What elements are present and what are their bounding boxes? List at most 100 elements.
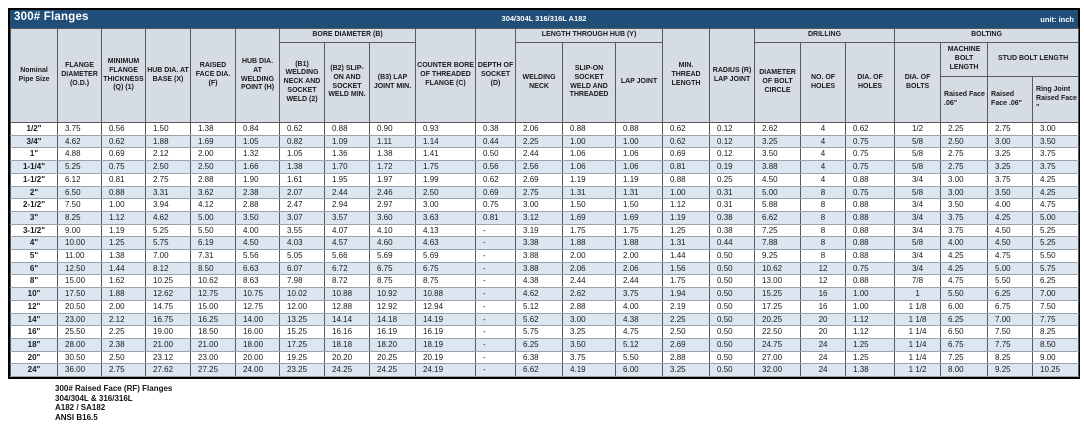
value-cell: 5/8: [894, 160, 942, 174]
value-cell: 1.95: [324, 172, 370, 187]
col-header-b3-lap-joint: (B3) LAP JOINT MIN.: [368, 42, 417, 123]
value-cell: 3.75: [1032, 147, 1080, 162]
table-row: 3-1/2" 9.00 1.19 5.25 5.50 4.00 3.55 4.07 4.10 4.…: [10, 223, 1080, 238]
value-cell: 10.00: [57, 236, 102, 251]
value-cell: 5.25: [1032, 236, 1080, 251]
value-cell: 0.31: [709, 185, 756, 200]
value-cell: 1.41: [415, 147, 477, 162]
value-cell: 1.19: [662, 210, 711, 225]
value-cell: 4.62: [145, 210, 191, 225]
value-cell: 0.56: [101, 122, 146, 136]
value-cell: 17.25: [279, 337, 325, 352]
value-cell: 2.50: [145, 160, 191, 174]
value-cell: 2.88: [562, 299, 617, 314]
value-cell: 27.25: [190, 363, 236, 378]
value-cell: 1 1/8: [894, 299, 942, 314]
value-cell: 6.12: [57, 172, 102, 187]
value-cell: 19.25: [279, 350, 325, 365]
value-cell: 1: [894, 287, 942, 301]
value-cell: 1.56: [662, 261, 711, 276]
value-cell: 9.25: [987, 363, 1034, 378]
value-cell: 6.50: [57, 185, 102, 200]
value-cell: 1.38: [101, 249, 146, 263]
value-cell: 1.94: [662, 287, 711, 301]
value-cell: 24.25: [368, 363, 417, 378]
value-cell: 0.88: [662, 172, 711, 187]
value-cell: 1.09: [324, 134, 370, 149]
table-row: 12" 20.50 2.00 14.75 15.00 12.75 12.00 12.88 12.…: [10, 299, 1080, 314]
value-cell: 10.25: [1032, 363, 1080, 378]
col-header-depth-of-socket: DEPTH OF SOCKET (D): [475, 28, 517, 123]
value-cell: 2.88: [190, 172, 236, 187]
value-cell: 4.00: [235, 223, 280, 238]
value-cell: 0.50: [709, 337, 756, 352]
value-cell: 1 1/2: [894, 363, 942, 378]
value-cell: 18.19: [415, 337, 477, 352]
value-cell: 6.19: [190, 236, 236, 251]
value-cell: 1.12: [662, 198, 711, 212]
value-cell: 3.31: [145, 185, 191, 200]
value-cell: 0.50: [709, 274, 756, 289]
value-cell: 3.12: [515, 210, 564, 225]
pipe-size-cell: 3": [10, 210, 58, 225]
value-cell: 4.63: [415, 236, 477, 251]
value-cell: 3.88: [515, 261, 564, 276]
value-cell: 1.38: [279, 160, 325, 174]
value-cell: 0.25: [709, 172, 756, 187]
value-cell: 2.25: [515, 134, 564, 149]
value-cell: 1.06: [562, 147, 617, 162]
value-cell: -: [475, 261, 517, 276]
col-header-slip-on-socket-threaded: SLIP-ON SOCKET WELD AND THREADED: [562, 42, 617, 123]
value-cell: 3.00: [940, 172, 989, 187]
col-header-lap-joint: LAP JOINT: [615, 42, 664, 123]
value-cell: 7.50: [57, 198, 102, 212]
value-cell: -: [475, 363, 517, 378]
value-cell: 5.12: [615, 337, 664, 352]
value-cell: 5.25: [145, 223, 191, 238]
value-cell: 3.62: [190, 185, 236, 200]
value-cell: 3.25: [562, 325, 617, 339]
value-cell: 4.10: [368, 223, 417, 238]
value-cell: 2.25: [662, 312, 711, 327]
table-row: 3/4" 4.62 0.62 1.88 1.69 1.05 0.82 1.09 1.11 1.14…: [10, 134, 1080, 149]
value-cell: 3.75: [1032, 160, 1080, 174]
col-header-hub-dia-at-base: HUB DIA. AT BASE (X): [145, 28, 191, 123]
value-cell: 7.50: [987, 325, 1034, 339]
value-cell: 5.00: [987, 261, 1034, 276]
value-cell: 24.19: [415, 363, 477, 378]
value-cell: 2.44: [615, 274, 664, 289]
value-cell: -: [475, 287, 517, 301]
value-cell: 0.90: [368, 122, 417, 136]
value-cell: 8: [800, 198, 847, 212]
value-cell: 1.66: [235, 160, 280, 174]
value-cell: 0.50: [475, 147, 517, 162]
value-cell: 5.00: [754, 185, 802, 200]
value-cell: 3.50: [754, 147, 802, 162]
value-cell: 0.50: [709, 287, 756, 301]
value-cell: 8: [800, 236, 847, 251]
value-cell: 15.00: [57, 274, 102, 289]
pipe-size-cell: 20": [10, 350, 58, 365]
value-cell: 6.00: [940, 299, 989, 314]
value-cell: -: [475, 223, 517, 238]
value-cell: 1.31: [662, 236, 711, 251]
value-cell: 17.25: [754, 299, 802, 314]
col-header-b1-welding-neck: (B1) WELDING NECK AND SOCKET WELD (2): [279, 42, 325, 123]
value-cell: 2.62: [754, 122, 802, 136]
value-cell: 5/8: [894, 147, 942, 162]
value-cell: 0.62: [101, 134, 146, 149]
value-cell: 3.00: [562, 312, 617, 327]
table-row: 3" 8.25 1.12 4.62 5.00 3.50 3.07 3.57 3.60 3.63 0.…: [10, 210, 1080, 225]
value-cell: 0.88: [845, 274, 896, 289]
col-header-bolt-circle-diameter: DIAMETER OF BOLT CIRCLE: [754, 42, 802, 123]
table-row: 1/2" 3.75 0.56 1.50 1.38 0.84 0.62 0.88 0.90 0.93…: [10, 122, 1080, 136]
value-cell: 20.00: [235, 350, 280, 365]
value-cell: 0.38: [709, 223, 756, 238]
value-cell: 0.50: [709, 363, 756, 378]
value-cell: 4.25: [1032, 172, 1080, 187]
value-cell: 12.75: [235, 299, 280, 314]
value-cell: 6.75: [368, 261, 417, 276]
value-cell: 7.25: [940, 350, 989, 365]
col-header-nominal-pipe-size: Nominal Pipe Size: [10, 28, 58, 123]
value-cell: 23.00: [190, 350, 236, 365]
